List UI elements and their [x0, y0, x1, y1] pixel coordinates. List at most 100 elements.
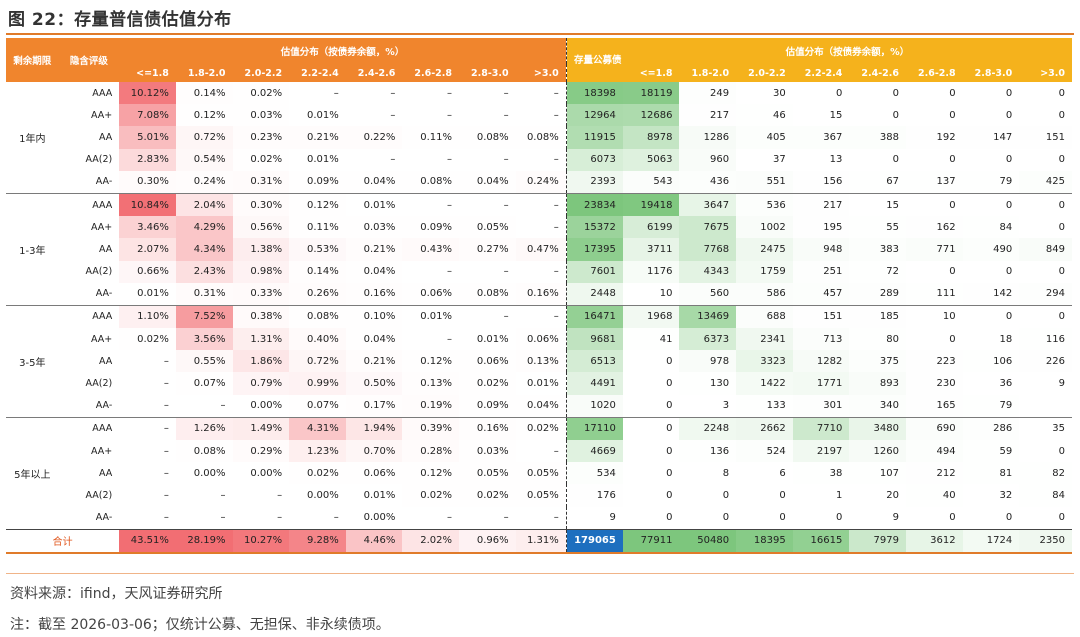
- pct-cell: 0.02%: [137, 333, 169, 345]
- pct-cell: 0.23%: [250, 131, 283, 143]
- total-label: 合计: [6, 528, 120, 554]
- amount-cell: 40: [942, 489, 956, 501]
- pct-cell: 10.84%: [119, 192, 176, 217]
- amount-cell: 388: [879, 131, 899, 143]
- bucket-header-left: 2.8-3.0: [459, 64, 516, 82]
- pct-cell: 0.02%: [476, 378, 509, 390]
- pct-cell: 0.05%: [476, 467, 509, 479]
- amount-cell: 59: [999, 445, 1013, 457]
- table-row: AA+ 0.02% 3.56% 1.31% 0.40% 0.04% – 0.01% 0.06% 9…: [6, 328, 1072, 351]
- bucket-header-left: 1.8-2.0: [175, 64, 233, 82]
- pct-cell: –: [553, 445, 559, 457]
- amount-cell: 185: [849, 304, 906, 329]
- amount-cell: 978: [679, 350, 737, 373]
- amount-cell: 1002: [736, 216, 793, 239]
- stock-cell: 15372: [565, 216, 623, 239]
- amount-cell: 35: [1019, 416, 1072, 440]
- amount-cell: 289: [879, 288, 899, 300]
- amount-cell: 130: [710, 378, 730, 390]
- pct-cell: –: [515, 304, 567, 329]
- amount-cell: 19418: [622, 192, 680, 217]
- pct-cell: –: [277, 512, 283, 524]
- stock-cell: 2393: [565, 170, 623, 194]
- amount-cell: 80: [886, 333, 899, 345]
- pct-cell: 1.86%: [232, 350, 290, 373]
- pct-cell: –: [553, 512, 559, 524]
- stock-cell: 6513: [565, 350, 623, 373]
- pct-cell: 0.40%: [289, 328, 346, 350]
- amount-cell: 116: [1045, 333, 1065, 345]
- amount-cell: 20: [886, 489, 899, 501]
- amount-cell: 1771: [792, 372, 850, 395]
- amount-cell: 151: [1045, 131, 1065, 143]
- amount-cell: 41: [659, 333, 673, 345]
- pct-cell: 0.24%: [526, 176, 559, 188]
- header-right-group: 估值分布（按债券余额，%）: [622, 38, 1072, 64]
- amount-cell: 0: [1005, 87, 1013, 99]
- pct-cell: 1.49%: [232, 416, 290, 440]
- total-amount-cell: 16615: [792, 528, 850, 554]
- amount-cell: 4343: [679, 260, 737, 283]
- pct-cell: 0.04%: [526, 400, 559, 412]
- pct-cell: 0.02%: [250, 154, 283, 166]
- amount-cell: 1176: [622, 260, 680, 283]
- amount-cell: 217: [792, 192, 850, 217]
- bucket-header-right: 2.2-2.4: [792, 64, 850, 82]
- amount-cell: 0: [1058, 221, 1065, 233]
- amount-cell: 375: [879, 355, 899, 367]
- amount-cell: 286: [962, 416, 1020, 440]
- amount-cell: 960: [679, 148, 737, 171]
- header-left-group: 估值分布（按债券余额，%）: [119, 38, 567, 64]
- period-cell: 1年内: [19, 133, 46, 145]
- amount-cell: 195: [823, 221, 843, 233]
- rating-cell: AA+: [91, 445, 113, 457]
- total-row: 合计 43.51% 28.19% 10.27% 9.28% 4.46% 2.02% 0.96%…: [6, 528, 1072, 554]
- amount-cell: 230: [936, 378, 956, 390]
- bucket-header-left: >3.0: [515, 64, 567, 82]
- amount-cell: 0: [1058, 445, 1065, 457]
- pct-cell: –: [220, 512, 226, 524]
- rating-cell: AA-: [95, 176, 113, 188]
- rating-cell: AA-: [95, 400, 113, 412]
- pct-cell: –: [459, 304, 516, 329]
- pct-cell: 0.39%: [402, 416, 459, 440]
- rating-cell: AAA: [58, 304, 120, 329]
- amount-cell: 0: [1058, 109, 1065, 121]
- amount-cell: 151: [792, 304, 850, 329]
- stock-cell: 12964: [565, 104, 623, 127]
- total-amount-cell: 77911: [622, 528, 680, 554]
- rating-cell: AA: [98, 467, 113, 479]
- pct-cell: 0.02%: [306, 467, 339, 479]
- pct-cell: –: [390, 109, 396, 121]
- pct-cell: –: [277, 489, 283, 501]
- pct-cell: 0.16%: [526, 288, 559, 300]
- amount-cell: 15: [849, 192, 906, 217]
- pct-cell: –: [163, 378, 169, 390]
- pct-cell: 0.07%: [193, 378, 226, 390]
- pct-cell: 0.12%: [420, 355, 452, 367]
- pct-cell: 0.06%: [476, 355, 509, 367]
- pct-cell: 0.08%: [420, 176, 452, 188]
- pct-cell: 0.04%: [363, 176, 396, 188]
- amount-cell: 7710: [792, 416, 850, 440]
- amount-cell: 111: [936, 288, 956, 300]
- amount-cell: 79: [999, 176, 1013, 188]
- total-amount-cell: 50480: [679, 528, 737, 554]
- table-row: AA+ –0.08% 0.29% 1.23% 0.70% 0.28% 0.03% –4669 0…: [6, 440, 1072, 463]
- pct-cell: 0.09%: [420, 221, 452, 233]
- pct-cell: 0.05%: [526, 467, 559, 479]
- table-row: 3-5年 AAA 1.10% 7.52% 0.38% 0.08% 0.10% 0.01% – –1…: [6, 304, 1072, 418]
- total-amount-cell: 18395: [736, 528, 793, 554]
- pct-cell: 0.50%: [345, 372, 403, 395]
- pct-cell: 4.31%: [289, 416, 346, 440]
- stock-cell: 2448: [565, 282, 623, 306]
- pct-cell: –: [163, 445, 169, 457]
- amount-cell: 2662: [736, 416, 793, 440]
- pct-cell: 0.21%: [363, 243, 396, 255]
- amount-cell: 690: [905, 416, 963, 440]
- pct-cell: 0.54%: [175, 148, 233, 171]
- table-row: AA- – – – –0.00% – – –9 0 0 0 0 9 0 0 0: [6, 506, 1072, 530]
- total-pct-cell: 1.31%: [515, 528, 567, 554]
- pct-cell: –: [459, 192, 516, 217]
- pct-cell: 0.31%: [233, 171, 290, 194]
